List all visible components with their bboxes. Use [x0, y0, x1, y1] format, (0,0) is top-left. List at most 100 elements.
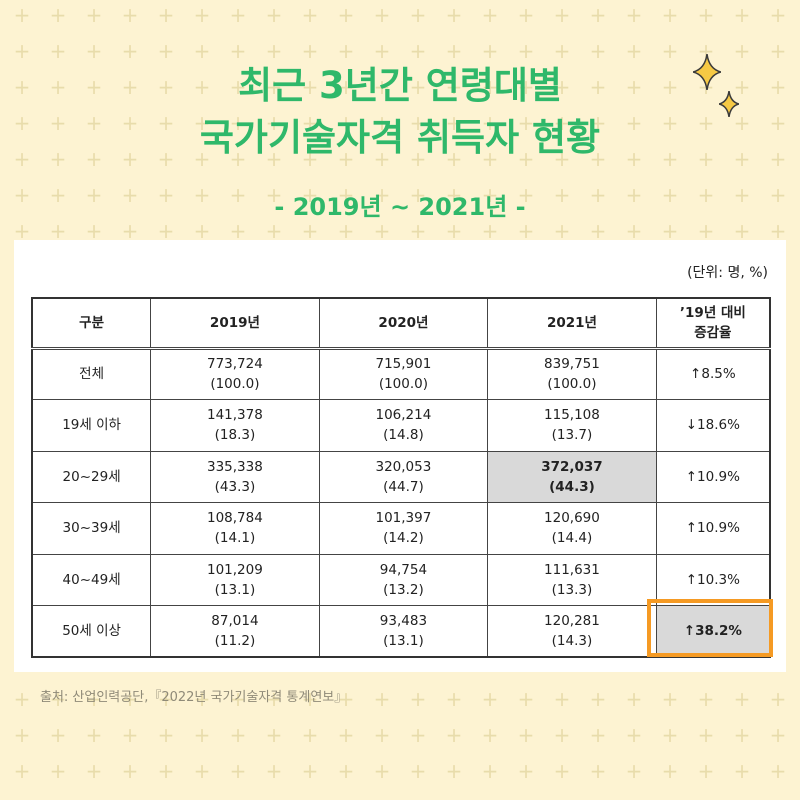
percent: (100.0)	[378, 376, 429, 393]
plus-mark: +	[266, 723, 283, 747]
plus-mark: +	[770, 39, 787, 63]
plus-mark: +	[554, 723, 571, 747]
plus-mark: +	[50, 3, 67, 27]
plus-mark: +	[194, 3, 211, 27]
table-row: 30~39세 108,784 (14.1) 101,397 (14.2) 120,6…	[31, 502, 771, 555]
header-category: 구분	[31, 297, 152, 350]
plus-mark: +	[86, 183, 103, 207]
plus-mark: +	[14, 3, 31, 27]
plus-mark: +	[446, 147, 463, 171]
plus-mark: +	[158, 183, 175, 207]
count: 106,214	[375, 407, 432, 424]
plus-mark: +	[302, 147, 319, 171]
header-2019: 2019년	[150, 297, 320, 350]
table-row: 20~29세 335,338 (43.3) 320,053 (44.7) 372,0…	[31, 450, 771, 503]
cell-2021: 839,751 (100.0)	[487, 347, 657, 400]
row-label: 19세 이하	[31, 399, 152, 452]
plus-mark: +	[302, 219, 319, 243]
plus-mark: +	[626, 723, 643, 747]
plus-mark: +	[698, 111, 715, 135]
plus-mark: +	[662, 75, 679, 99]
cell-2021: 111,631 (13.3)	[487, 553, 657, 606]
plus-mark: +	[50, 111, 67, 135]
plus-mark: +	[194, 39, 211, 63]
cell-change: ↑8.5%	[655, 347, 771, 400]
plus-mark: +	[194, 183, 211, 207]
title-line-2: 국가기술자격 취득자 현황	[199, 116, 601, 159]
count: 141,378	[207, 407, 263, 424]
plus-mark: +	[302, 111, 319, 135]
plus-mark: +	[590, 759, 607, 783]
plus-mark: +	[482, 723, 499, 747]
plus-mark: +	[302, 759, 319, 783]
plus-mark: +	[14, 147, 31, 171]
plus-mark: +	[374, 687, 391, 711]
plus-mark: +	[158, 219, 175, 243]
stats-table: 구분 2019년 2020년 2021년 ’19년 대비 증감율 전체 773,…	[31, 297, 771, 658]
highlight-frame	[647, 599, 773, 657]
table-row: 19세 이하 141,378 (18.3) 106,214 (14.8) 115,1…	[31, 399, 771, 452]
plus-mark: +	[770, 111, 787, 135]
plus-mark: +	[122, 723, 139, 747]
plus-mark: +	[482, 75, 499, 99]
count: 335,338	[207, 458, 263, 475]
plus-mark: +	[410, 687, 427, 711]
plus-mark: +	[266, 183, 283, 207]
plus-mark: +	[662, 759, 679, 783]
percent: (14.4)	[551, 530, 593, 547]
table-row: 40~49세 101,209 (13.1) 94,754 (13.2) 111,63…	[31, 553, 771, 606]
plus-mark: +	[230, 147, 247, 171]
plus-mark: +	[626, 39, 643, 63]
plus-mark: +	[230, 687, 247, 711]
cell-2020: 320,053 (44.7)	[318, 450, 489, 503]
plus-mark: +	[554, 183, 571, 207]
plus-mark: +	[770, 3, 787, 27]
plus-mark: +	[518, 759, 535, 783]
plus-mark: +	[662, 111, 679, 135]
plus-mark: +	[554, 75, 571, 99]
plus-mark: +	[662, 39, 679, 63]
plus-mark: +	[662, 687, 679, 711]
plus-mark: +	[14, 111, 31, 135]
plus-mark: +	[374, 219, 391, 243]
header-2021: 2021년	[487, 297, 657, 350]
cell-2020: 715,901 (100.0)	[318, 347, 489, 400]
count: 715,901	[375, 356, 432, 373]
cell-change-highlighted: ↑38.2%	[655, 605, 771, 658]
plus-mark: +	[302, 687, 319, 711]
plus-mark: +	[86, 39, 103, 63]
plus-mark: +	[194, 687, 211, 711]
plus-mark: +	[50, 687, 67, 711]
plus-mark: +	[194, 75, 211, 99]
row-label: 40~49세	[31, 553, 152, 606]
percent: (100.0)	[547, 376, 597, 393]
plus-mark: +	[122, 3, 139, 27]
table-row: 50세 이상 87,014 (11.2) 93,483 (13.1) 120,281…	[31, 605, 771, 658]
plus-mark: +	[122, 759, 139, 783]
plus-mark: +	[482, 219, 499, 243]
plus-mark: +	[770, 147, 787, 171]
table-row: 전체 773,724 (100.0) 715,901 (100.0) 839,751…	[31, 347, 771, 400]
plus-mark: +	[554, 687, 571, 711]
count: 320,053	[375, 458, 432, 475]
plus-mark: +	[518, 39, 535, 63]
plus-mark: +	[230, 75, 247, 99]
plus-mark: +	[446, 3, 463, 27]
plus-mark: +	[698, 687, 715, 711]
header-2020: 2020년	[318, 297, 489, 350]
plus-mark: +	[446, 219, 463, 243]
plus-mark: +	[662, 183, 679, 207]
plus-mark: +	[266, 75, 283, 99]
count: 839,751	[544, 356, 600, 373]
plus-mark: +	[734, 759, 751, 783]
plus-mark: +	[734, 39, 751, 63]
plus-mark: +	[590, 111, 607, 135]
plus-mark: +	[770, 759, 787, 783]
plus-mark: +	[338, 687, 355, 711]
plus-mark: +	[626, 219, 643, 243]
plus-mark: +	[158, 75, 175, 99]
plus-mark: +	[338, 147, 355, 171]
count: 101,209	[207, 561, 263, 578]
source-caption: 출처: 산업인력공단,『2022년 국가기술자격 통계연보』	[40, 690, 348, 705]
plus-mark: +	[338, 183, 355, 207]
